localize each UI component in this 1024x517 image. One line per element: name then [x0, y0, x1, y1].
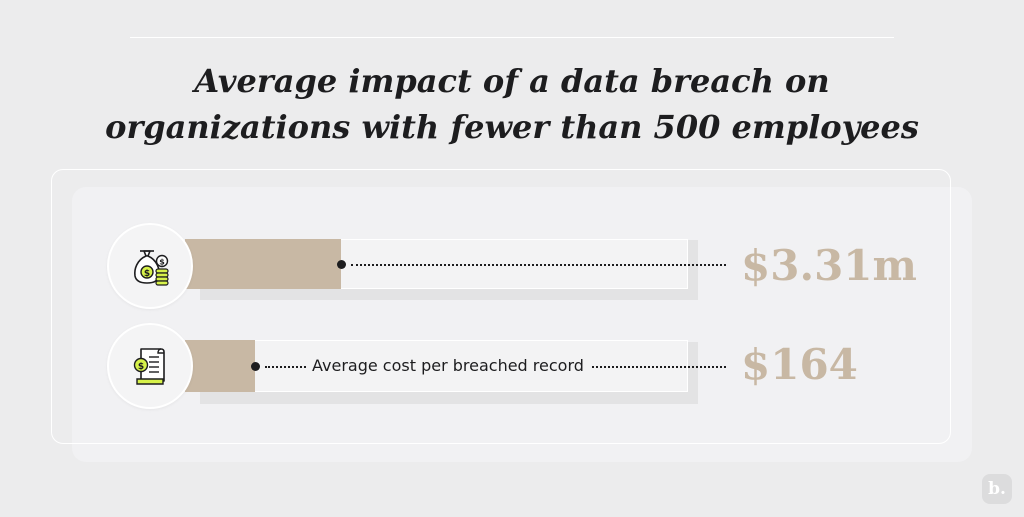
panel-frame [51, 169, 951, 444]
bar-fill-cost-per-record [185, 340, 255, 392]
brand-logo: b. [982, 474, 1012, 504]
bar-value-total-cost: $3.31m [741, 241, 917, 290]
money-bag-coins-icon: $ $ [107, 223, 193, 309]
chart-title-line-2: organizations with fewer than 500 employ… [105, 108, 919, 146]
bar-end-marker [337, 260, 346, 269]
svg-text:$: $ [138, 362, 144, 372]
top-divider [130, 37, 894, 38]
bar-fill-total-cost [185, 239, 341, 289]
bar-row-cost-per-record: $ Average cost per breached record $164 [0, 322, 1024, 412]
panel-background [72, 187, 972, 462]
leader-dots [351, 264, 726, 266]
chart-title: Average impact of a data breach on organ… [0, 58, 1024, 150]
chart-title-line-1: Average impact of a data breach on [194, 62, 830, 100]
bar-value-cost-per-record: $164 [741, 340, 858, 389]
bar-label-cost-per-record: Average cost per breached record [306, 356, 590, 375]
bar-row-total-cost: $ $ $3.31m [0, 222, 1024, 312]
svg-text:$: $ [144, 269, 150, 279]
bar-end-marker [251, 362, 260, 371]
invoice-receipt-icon: $ [107, 323, 193, 409]
svg-text:$: $ [159, 258, 165, 267]
